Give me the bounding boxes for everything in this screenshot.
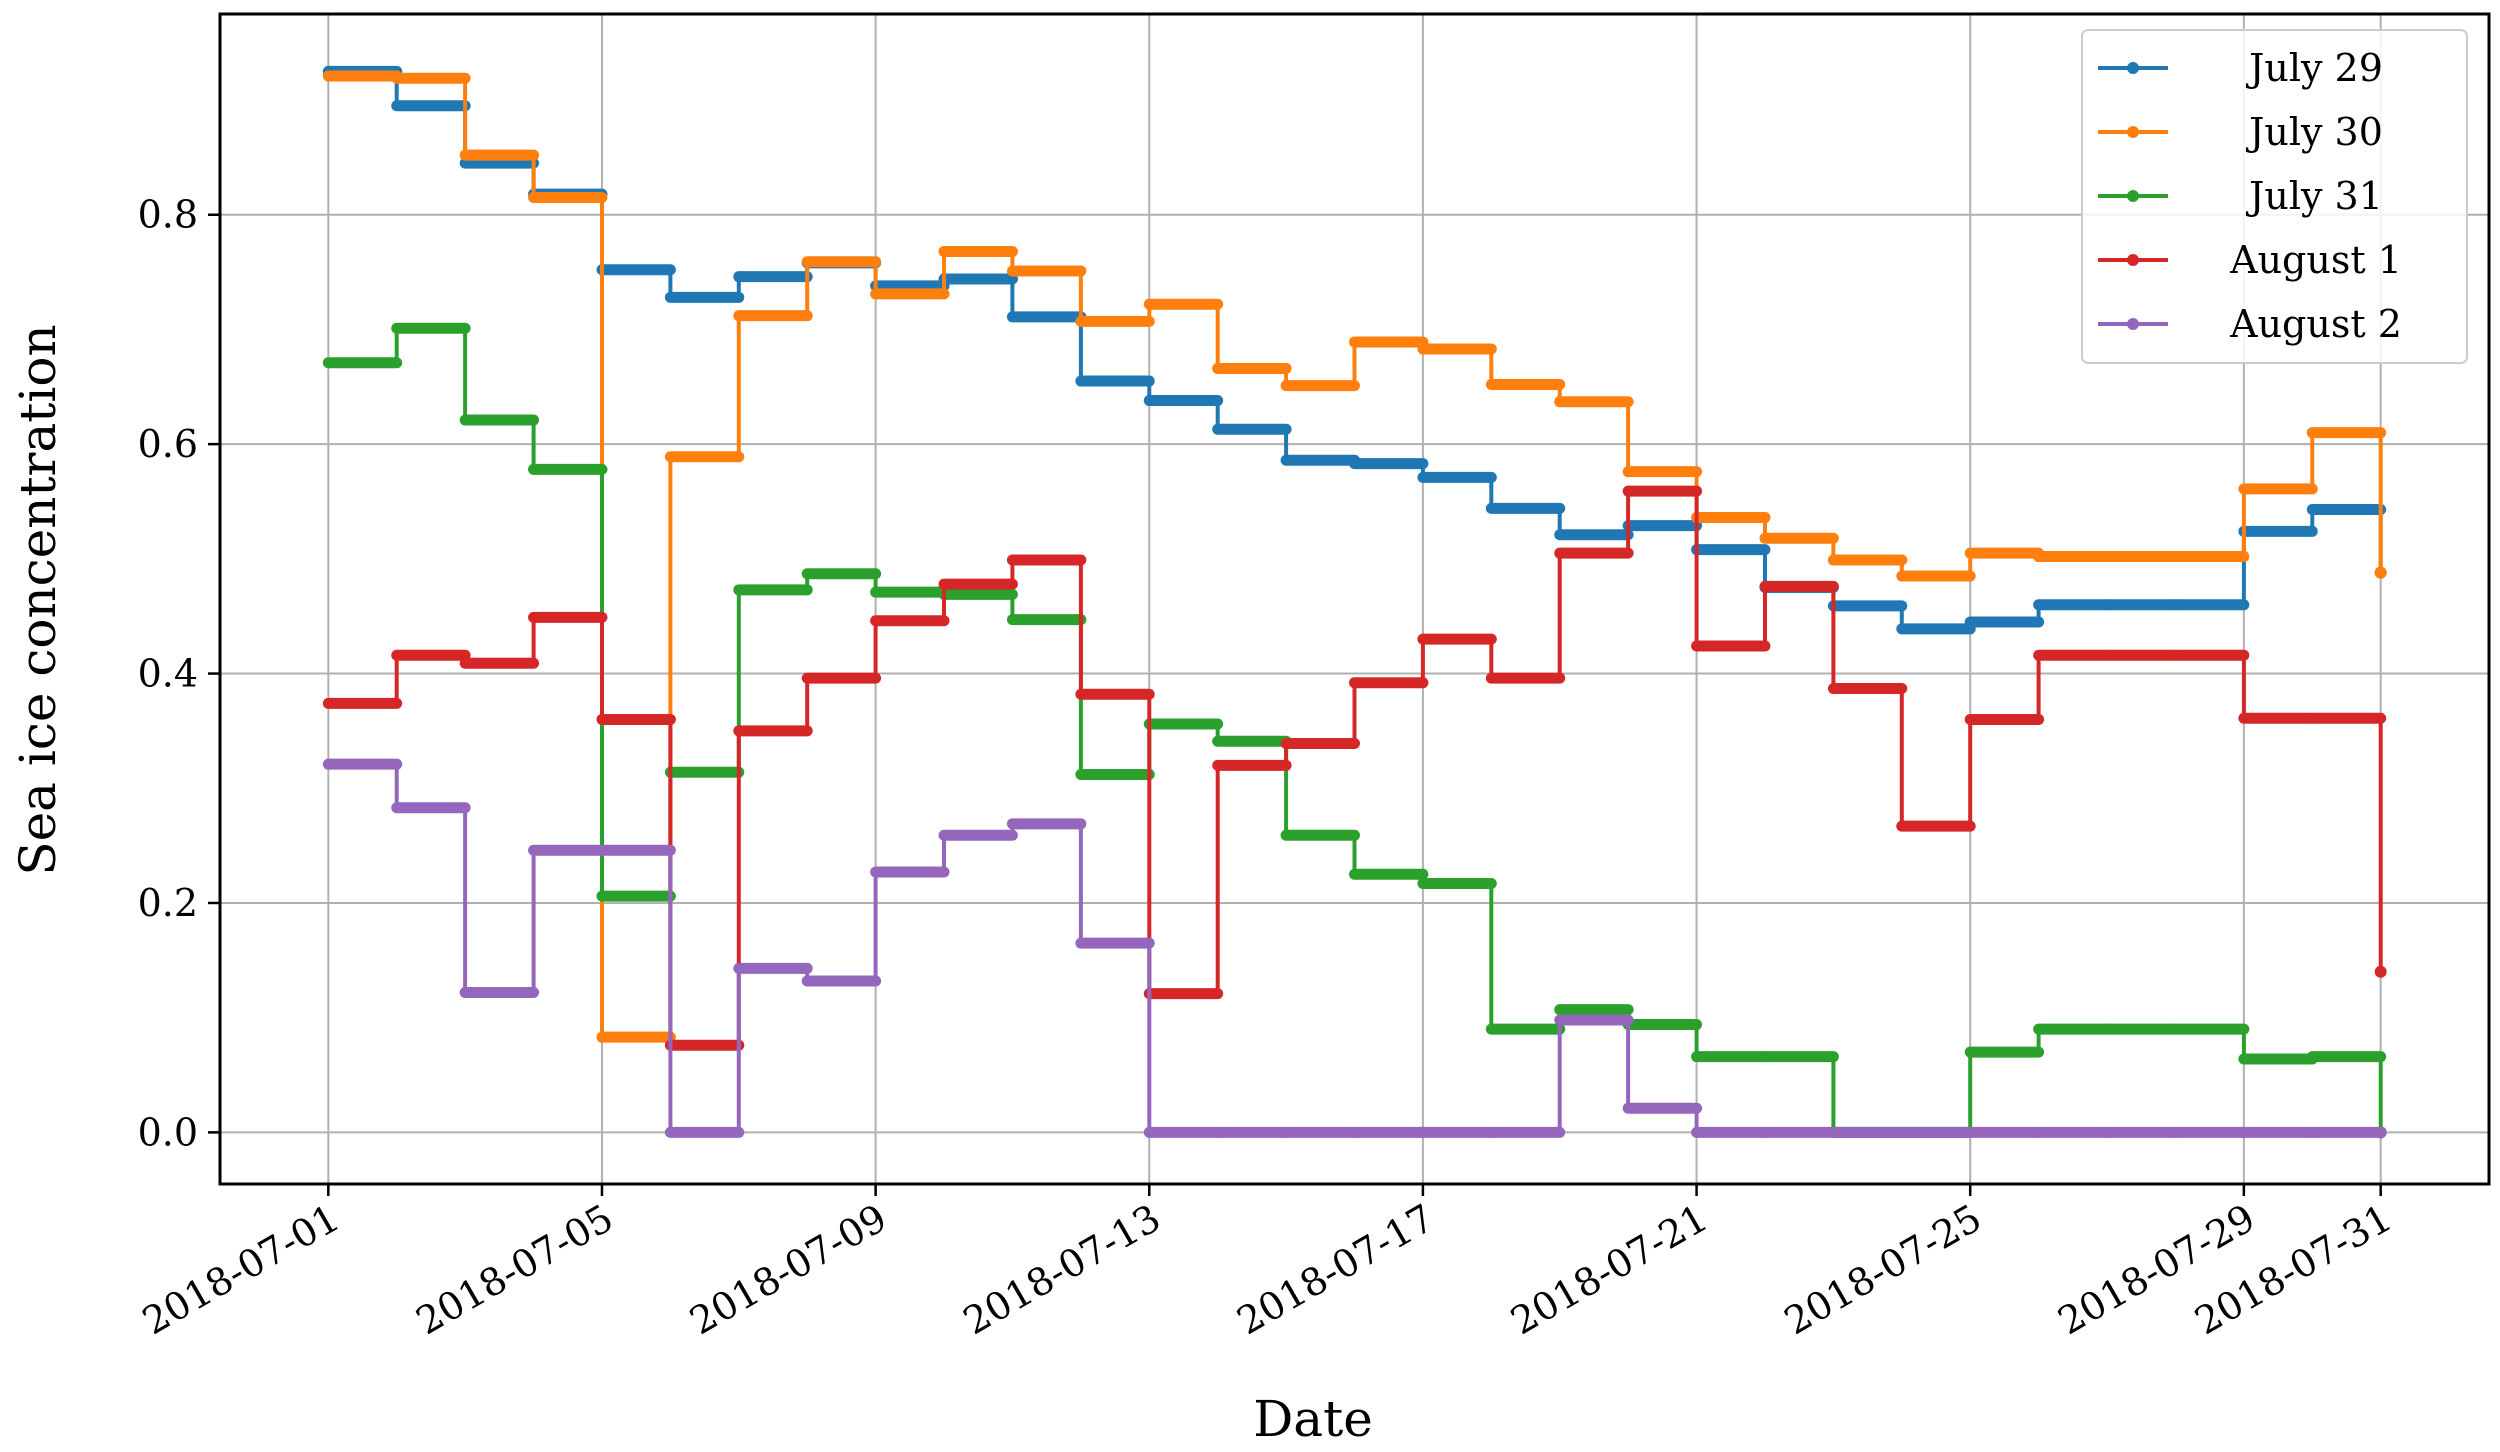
legend-label: July 29: [2245, 46, 2383, 90]
y-axis-label: Sea ice concentration: [9, 324, 67, 875]
legend-label: July 31: [2245, 174, 2383, 218]
series-line: [328, 489, 2383, 1048]
series-line: [328, 762, 2381, 1135]
y-tick-label: 0.8: [138, 193, 198, 237]
legend-marker: [2127, 318, 2139, 330]
y-tick-label: 0.4: [138, 652, 198, 696]
legend-label: July 30: [2245, 110, 2383, 154]
x-tick-label: 2018-07-17: [1230, 1196, 1442, 1344]
x-tick-label: 2018-07-05: [409, 1196, 621, 1344]
x-axis-label: Date: [1253, 1390, 1373, 1448]
series-end-point: [2374, 566, 2387, 579]
x-tick-label: 2018-07-01: [135, 1196, 347, 1344]
series-end-point: [2374, 1126, 2387, 1139]
legend-label: August 2: [2229, 302, 2402, 346]
series-end-point: [2374, 965, 2387, 978]
legend: July 29 July 30 July 31 August 1 August 2: [2081, 29, 2468, 364]
y-tick-label: 0.2: [138, 881, 198, 925]
y-tick-label: 0.0: [138, 1110, 198, 1154]
legend-marker: [2127, 190, 2139, 202]
series-august-2: [322, 758, 2387, 1139]
series-lines: [322, 65, 2387, 1139]
legend-box: [2081, 29, 2468, 364]
x-tick-label: 2018-07-09: [682, 1196, 894, 1344]
legend-label: August 1: [2229, 238, 2402, 282]
legend-marker: [2127, 254, 2139, 266]
series-july-31: [322, 322, 2387, 1139]
plot-frame: [218, 12, 2491, 1186]
x-tick-label: 2018-07-13: [956, 1196, 1168, 1344]
y-tick-label: 0.6: [138, 422, 198, 466]
legend-marker: [2127, 62, 2139, 74]
x-tick-label: 2018-07-21: [1503, 1196, 1715, 1344]
legend-marker: [2127, 126, 2139, 138]
x-tick-label: 2018-07-25: [1777, 1196, 1989, 1344]
series-august-1: [322, 485, 2387, 1051]
series-july-29: [322, 65, 2387, 635]
series-july-30: [322, 70, 2387, 1043]
